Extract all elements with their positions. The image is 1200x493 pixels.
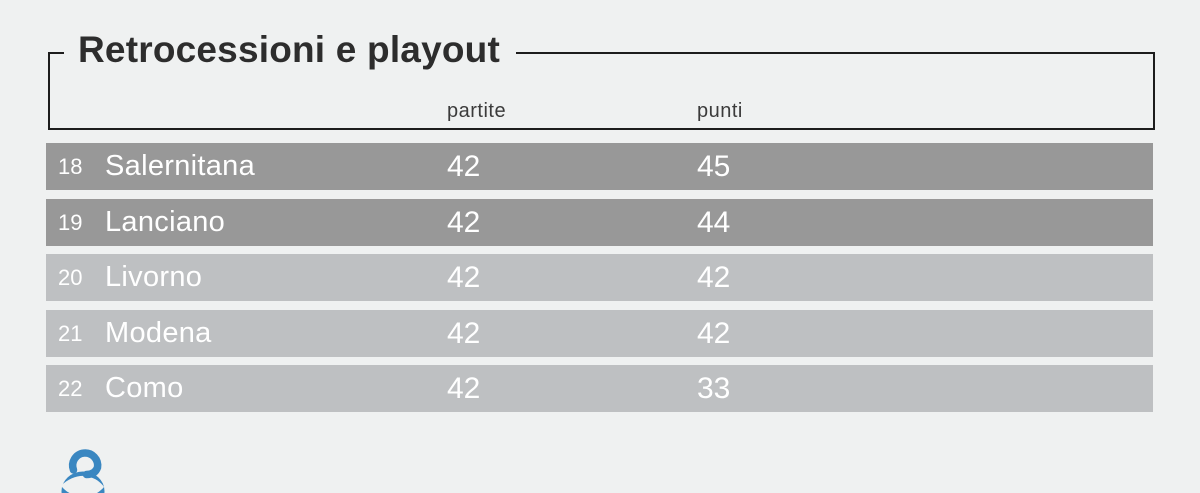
rank-label: 22 (58, 376, 83, 401)
team-name: Lanciano (105, 205, 226, 238)
partite-value: 42 (447, 205, 481, 239)
punti-value: 42 (697, 261, 731, 294)
punti-value: 45 (697, 150, 731, 183)
column-header-partite: partite (447, 100, 507, 122)
blue-swirl-logo-icon (58, 444, 110, 493)
page-title: Retrocessioni e playout (64, 29, 516, 71)
rank-label: 21 (58, 320, 83, 346)
table-row: 21 Modena 42 42 (46, 309, 1153, 357)
punti-value: 44 (697, 205, 731, 239)
table-row: 20 Livorno 42 42 (46, 254, 1153, 301)
partite-value: 42 (447, 316, 481, 350)
table-row: 19 Lanciano 42 44 (46, 198, 1153, 246)
partite-value: 42 (447, 261, 481, 294)
table-row: 18 Salernitana 42 45 (46, 143, 1153, 190)
punti-value: 33 (697, 372, 731, 405)
team-name: Livorno (105, 261, 203, 293)
standings-table: 18 Salernitana 42 45 19 Lanciano 42 44 2… (46, 143, 1153, 421)
team-name: Como (105, 372, 184, 404)
rank-label: 19 (58, 209, 83, 235)
table-row: 22 Como 42 33 (46, 365, 1153, 412)
rank-label: 20 (58, 265, 83, 290)
team-name: Modena (105, 316, 212, 349)
partite-value: 42 (447, 150, 481, 183)
column-header-punti: punti (697, 100, 743, 122)
team-name: Salernitana (105, 150, 256, 182)
title-frame (48, 52, 1155, 130)
rank-label: 18 (58, 154, 83, 179)
partite-value: 42 (447, 372, 481, 405)
punti-value: 42 (697, 316, 731, 350)
